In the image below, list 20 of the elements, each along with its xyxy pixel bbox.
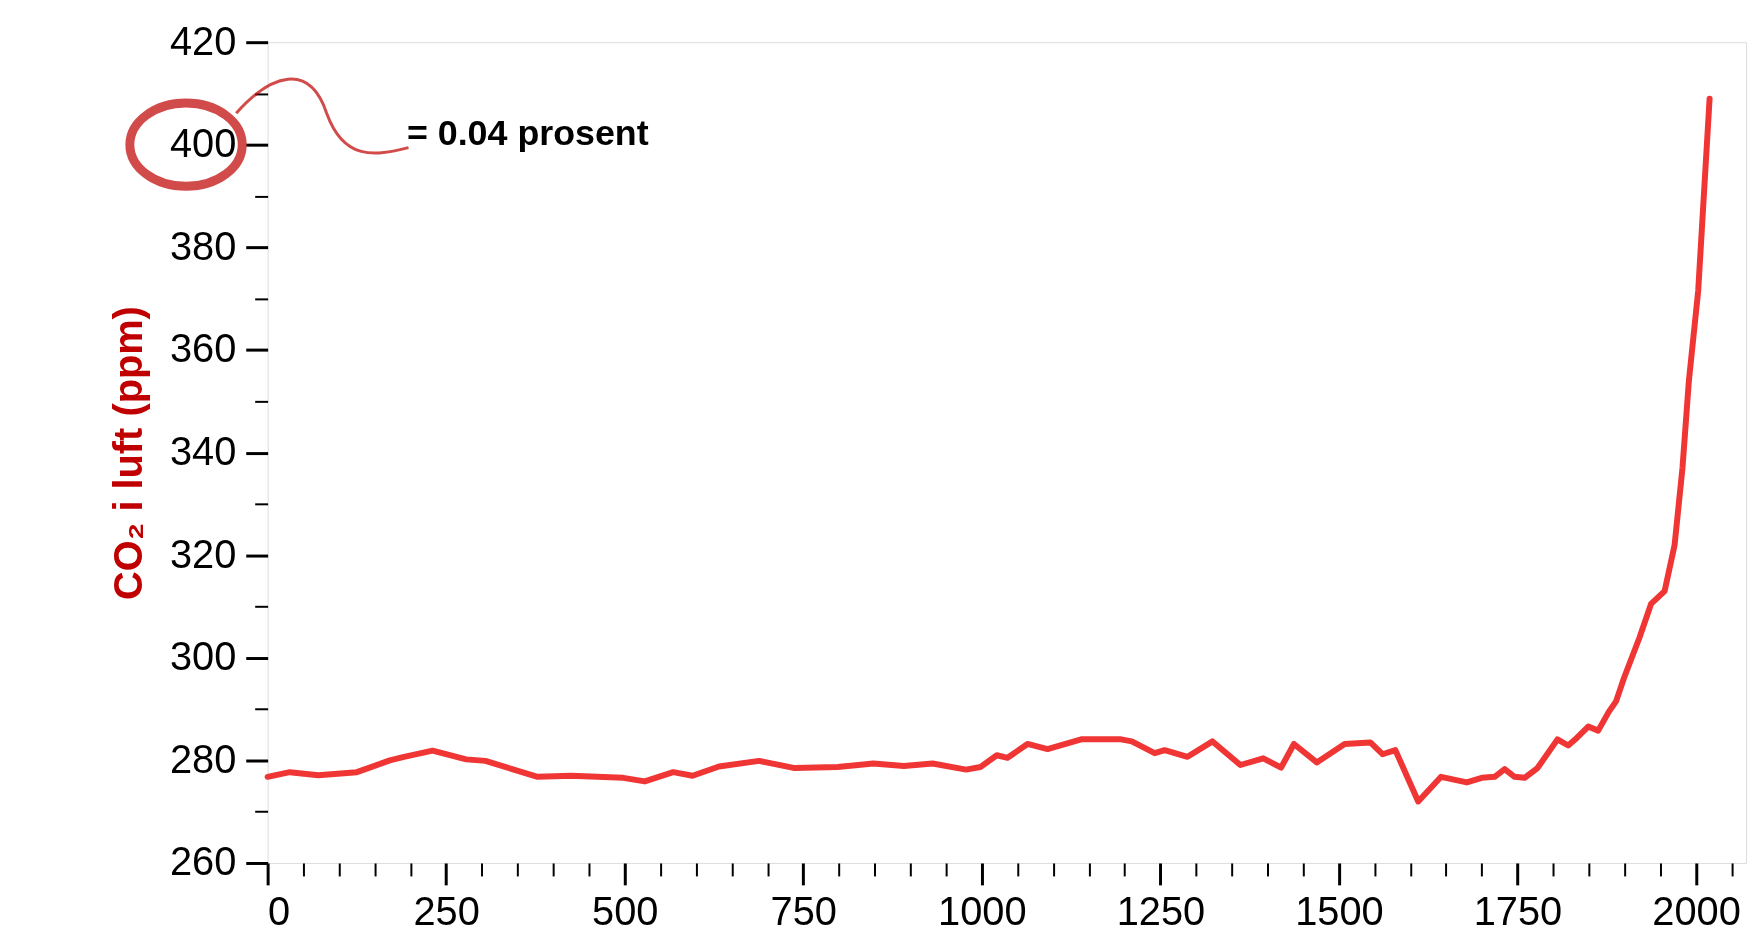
- x-tick-label: 1500: [1295, 889, 1384, 934]
- y-tick-label: 300: [169, 634, 237, 679]
- x-tick-label: 750: [770, 889, 837, 934]
- y-tick-label: 340: [169, 429, 237, 474]
- x-tick-label: 1000: [938, 889, 1027, 934]
- y-tick-label: 420: [169, 18, 237, 63]
- y-tick-label: 260: [169, 839, 237, 884]
- x-tick-label: 0: [268, 889, 291, 934]
- x-tick-label: 1250: [1116, 889, 1206, 934]
- x-tick-label: 500: [592, 889, 659, 934]
- x-tick-label: 250: [413, 889, 480, 934]
- y-tick-label: 320: [169, 531, 237, 576]
- y-tick-label: 400: [169, 121, 237, 166]
- y-axis-title: CO₂ i luft (ppm): [106, 306, 151, 601]
- x-tick-label: 1750: [1473, 889, 1563, 934]
- x-tick-label: 2000: [1652, 889, 1741, 934]
- y-tick-label: 360: [169, 326, 237, 371]
- y-tick-label: 280: [169, 736, 237, 781]
- annotation: = 0.04 prosent: [406, 112, 649, 153]
- y-tick-label: 380: [169, 223, 237, 268]
